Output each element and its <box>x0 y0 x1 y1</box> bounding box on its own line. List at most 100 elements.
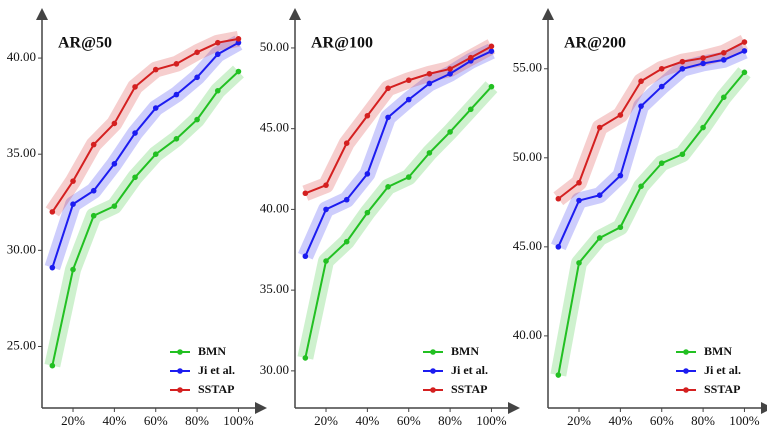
legend-marker <box>683 349 689 355</box>
legend-label: BMN <box>198 344 226 358</box>
legend-label: BMN <box>704 344 732 358</box>
legend-marker <box>430 368 436 374</box>
chart-title: AR@100 <box>311 35 373 52</box>
data-point <box>49 362 56 369</box>
y-tick-label: 45.00 <box>260 120 289 135</box>
data-point <box>555 195 562 202</box>
data-point <box>576 179 582 186</box>
data-point <box>596 124 603 131</box>
data-point <box>49 264 56 271</box>
data-point <box>576 197 582 204</box>
legend-marker <box>430 349 436 355</box>
data-point <box>405 174 412 180</box>
data-point <box>152 66 159 73</box>
x-tick-label: 80% <box>185 413 209 428</box>
data-point <box>467 54 474 61</box>
data-point <box>385 85 391 92</box>
legend-label: BMN <box>451 344 479 358</box>
data-point <box>617 172 624 179</box>
data-point <box>364 209 371 216</box>
data-point <box>132 130 138 136</box>
data-point <box>194 116 200 123</box>
data-point <box>679 65 686 72</box>
legend-marker <box>177 368 183 374</box>
data-point <box>700 55 706 61</box>
legend-label: SSTAP <box>451 382 487 396</box>
x-tick-label: 60% <box>397 413 421 428</box>
x-tick-label: 60% <box>650 413 674 428</box>
y-tick-label: 50.00 <box>260 39 289 54</box>
data-point <box>235 36 242 42</box>
legend-label: Ji et al. <box>451 363 488 377</box>
x-tick-label: 80% <box>691 413 715 428</box>
data-point <box>194 49 200 56</box>
data-point <box>405 77 412 84</box>
data-point <box>302 253 309 260</box>
x-tick-label: 100% <box>729 413 760 428</box>
x-axis-arrow <box>761 402 767 414</box>
chart-title: AR@200 <box>564 35 626 52</box>
data-point <box>617 224 624 231</box>
data-point <box>741 69 748 76</box>
x-axis-arrow <box>255 402 267 414</box>
data-point <box>90 187 97 194</box>
x-tick-label: 40% <box>102 413 126 428</box>
series-line <box>51 70 240 366</box>
data-point <box>638 183 644 190</box>
legend-label: Ji et al. <box>704 363 741 377</box>
data-point <box>426 150 433 156</box>
data-point <box>596 235 603 241</box>
series-line <box>304 86 493 359</box>
series-line <box>304 50 492 257</box>
data-point <box>741 48 748 54</box>
data-point <box>364 112 371 119</box>
data-point <box>214 51 221 58</box>
series-line <box>304 45 492 195</box>
chart-title: AR@50 <box>58 35 112 52</box>
data-point <box>679 58 686 65</box>
data-point <box>447 66 453 72</box>
data-point <box>70 266 76 273</box>
y-tick-label: 35.00 <box>260 281 289 296</box>
data-point <box>488 43 495 50</box>
data-point <box>90 141 97 148</box>
data-point <box>70 201 76 207</box>
y-axis-arrow <box>36 8 48 20</box>
data-point <box>49 209 56 215</box>
data-point <box>132 174 138 181</box>
data-point <box>302 190 309 197</box>
data-point <box>488 83 495 90</box>
x-tick-label: 100% <box>476 413 507 428</box>
x-tick-label: 40% <box>608 413 632 428</box>
data-point <box>132 84 138 90</box>
data-point <box>70 178 76 184</box>
legend-marker <box>430 387 436 393</box>
data-point <box>173 136 180 142</box>
legend-marker <box>177 387 183 393</box>
data-point <box>679 151 686 158</box>
data-point <box>343 238 350 245</box>
data-point <box>555 372 562 378</box>
data-point <box>617 112 624 118</box>
chart-panel: 30.00 35.00 40.00 45.00 50.00 20% 40% 60% 80% 100… <box>260 8 520 428</box>
data-point <box>447 70 453 77</box>
chart-panel: 25.00 30.00 35.00 40.00 20% 40% 60% 80% 100% AR@5… <box>7 8 267 428</box>
legend-marker <box>683 387 689 393</box>
data-point <box>302 355 309 361</box>
data-point <box>488 48 495 54</box>
data-point <box>214 39 221 46</box>
data-point <box>111 203 118 209</box>
y-tick-label: 50.00 <box>513 149 542 164</box>
data-point <box>658 65 665 72</box>
data-point <box>741 39 748 45</box>
data-point <box>173 61 180 67</box>
data-point <box>658 83 665 90</box>
data-point <box>385 183 391 190</box>
data-point <box>576 260 582 266</box>
y-tick-label: 30.00 <box>260 362 289 377</box>
y-tick-label: 40.00 <box>260 200 289 215</box>
data-point <box>658 160 665 166</box>
data-point <box>385 114 391 121</box>
x-tick-label: 80% <box>438 413 462 428</box>
data-point <box>638 78 644 85</box>
